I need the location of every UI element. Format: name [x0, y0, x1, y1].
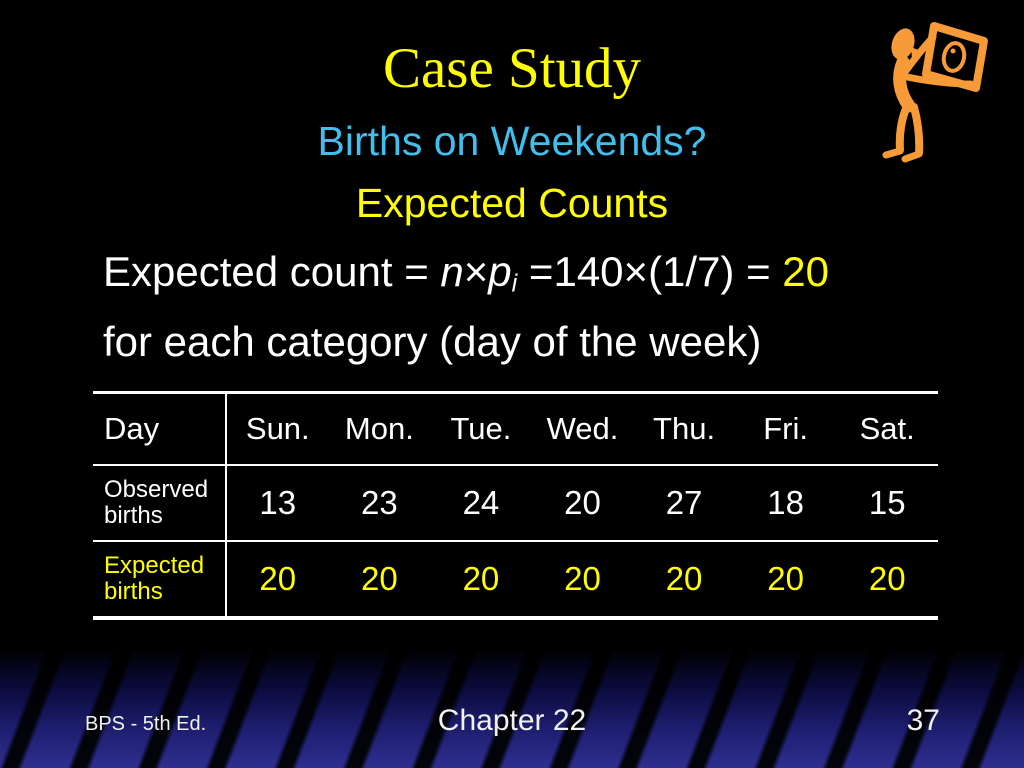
expected-tue: 20: [462, 560, 500, 597]
row-label-observed-births: Observed births: [93, 466, 227, 542]
subscript-i: i: [511, 269, 518, 298]
expected-counts-table: Day Sun. Mon. Tue. Wed. Thu. Fri. Sat. O…: [93, 391, 938, 620]
observed-mon: 23: [328, 466, 431, 542]
expected-thu: 20: [665, 560, 703, 597]
observed-fri: 18: [734, 466, 837, 542]
table-header-tue: Tue.: [430, 394, 532, 466]
row-label-expected-births: Expected births: [93, 542, 227, 616]
expected-mon: 20: [360, 560, 398, 597]
body-text: Expected count = n×pi =140×(1/7) = 20 fo…: [103, 243, 963, 370]
slide-subtitle: Births on Weekends?: [317, 118, 707, 164]
table-header-sat: Sat.: [836, 394, 938, 466]
var-p: p: [488, 248, 512, 295]
expected-wed: 20: [564, 560, 601, 597]
table-header-thu: Thu.: [633, 394, 735, 466]
body-text-line2: for each category (day of the week): [103, 317, 762, 365]
expected-fri: 20: [767, 560, 804, 597]
table-header-mon: Mon.: [328, 394, 431, 466]
table-header-day: Day: [93, 394, 227, 466]
formula-result: 20: [782, 248, 830, 295]
times-sign: ×: [463, 248, 489, 295]
observed-tue: 24: [430, 466, 532, 542]
footer-chapter: Chapter 22: [437, 704, 587, 737]
person-holding-sign-icon: [882, 22, 988, 163]
slide-subtitle-secondary: Expected Counts: [355, 180, 669, 226]
formula-line: Expected count = n×pi =140×(1/7) = 20: [103, 243, 963, 313]
table-header-fri: Fri.: [734, 394, 837, 466]
expected-sun: 20: [259, 560, 297, 597]
footer-page-number: 37: [906, 704, 940, 737]
observed-wed: 20: [531, 466, 634, 542]
table-header-sun: Sun.: [227, 394, 329, 466]
formula-prefix: Expected count =: [103, 248, 441, 295]
table-header-wed: Wed.: [531, 394, 634, 466]
observed-thu: 27: [633, 466, 735, 542]
var-n: n: [440, 248, 464, 295]
footer-edition: BPS - 5th Ed.: [85, 713, 207, 735]
expected-sat: 20: [868, 560, 906, 597]
observed-sun: 13: [227, 466, 329, 542]
observed-sat: 15: [836, 466, 938, 542]
footer-band: BPS - 5th Ed. Chapter 22 37: [0, 648, 1024, 768]
formula-mid: =140×(1/7) =: [517, 248, 783, 295]
page-title: Case Study: [382, 37, 642, 100]
